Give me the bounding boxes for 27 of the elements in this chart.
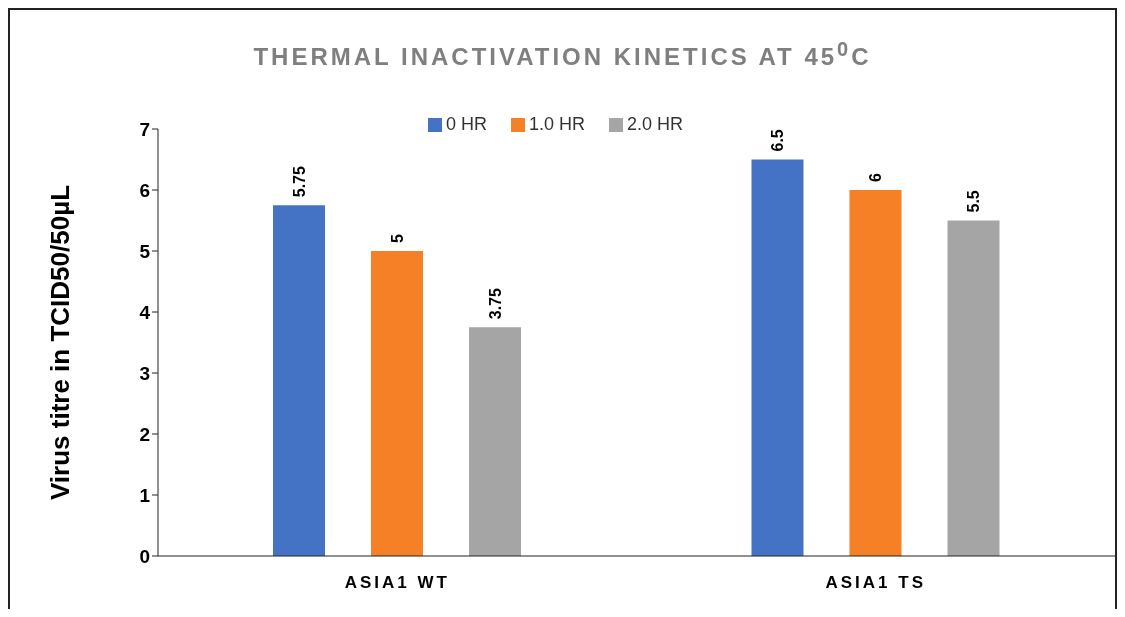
legend-label: 1.0 HR [528, 114, 585, 134]
x-tick-label: ASIA1 WT [344, 573, 450, 593]
bar [371, 251, 423, 556]
data-label: 6.5 [769, 129, 786, 152]
y-tick-label: 7 [139, 118, 150, 140]
data-label: 6 [867, 173, 884, 182]
y-tick-label: 0 [139, 545, 150, 567]
data-label: 5.5 [965, 190, 982, 213]
bar [849, 190, 902, 556]
y-tick-label: 2 [139, 423, 150, 445]
bar [751, 159, 804, 556]
y-tick-label: 4 [139, 301, 151, 323]
bar [947, 220, 1000, 556]
y-tick-label: 1 [139, 484, 151, 506]
data-label: 5.75 [290, 166, 308, 198]
x-tick-label: ASIA1 TS [825, 573, 927, 593]
bar [273, 205, 325, 556]
chart-title: THERMAL INACTIVATION KINETICS AT 45$^{0}$C [252, 38, 873, 71]
y-tick-label: 5 [139, 240, 151, 262]
y-tick-label: 3 [139, 362, 150, 384]
legend-label: 2.0 HR [627, 114, 684, 134]
legend-label: 0 HR [445, 114, 487, 134]
data-label: 3.75 [486, 288, 504, 320]
bar [469, 327, 521, 556]
data-label: 5 [388, 234, 406, 243]
y-axis-title: Virus titre in TCID50/50µL [45, 184, 76, 501]
y-tick-label: 6 [139, 179, 150, 201]
